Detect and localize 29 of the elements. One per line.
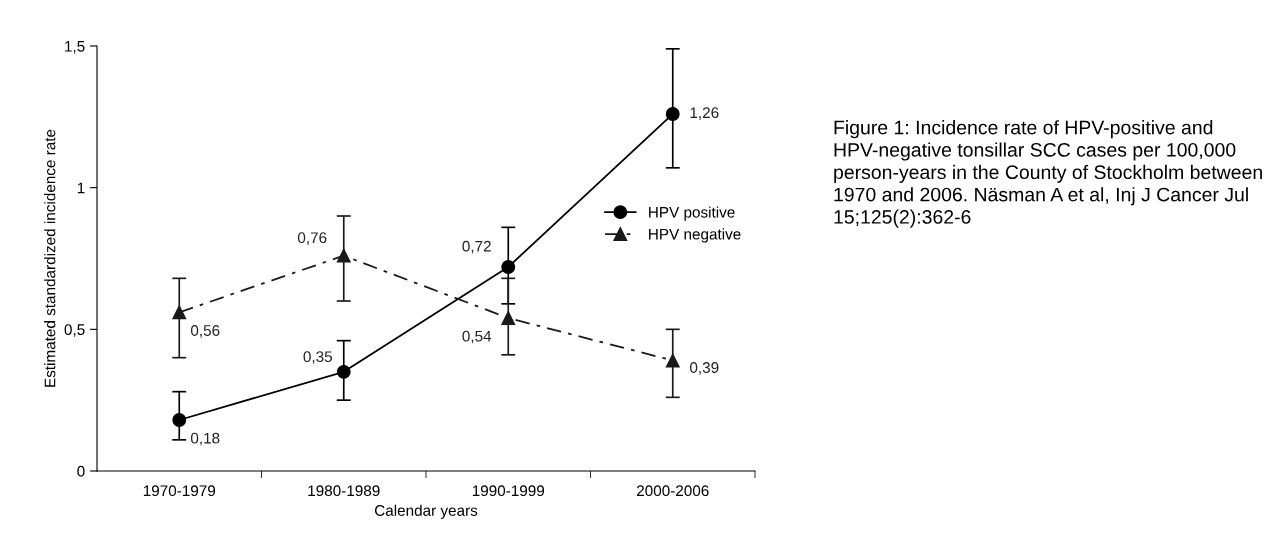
x-tick-label: 1970-1979 xyxy=(143,485,216,497)
data-label: 0,54 xyxy=(462,330,492,344)
data-label: 0,56 xyxy=(190,325,220,338)
data-label: 0,72 xyxy=(462,240,491,254)
data-label: 0,76 xyxy=(297,232,327,245)
point xyxy=(665,107,680,121)
data-label: 0,18 xyxy=(190,432,220,446)
point xyxy=(336,364,351,379)
data-label: 0,39 xyxy=(690,362,719,375)
caption: Figure 1: Incidence rate of HPV-positive and HPV-negative tonsillar SCC cases per 100,000 person-years in the County of Stockholm between 1970 and 2006. Näsman A et al, Inj J Cancer Jul 15;125(2):362-6 xyxy=(834,120,1262,228)
x-axis-title: Calendar years xyxy=(374,504,478,519)
y-tick-label: 0 xyxy=(77,465,85,477)
data-label: 1,26 xyxy=(690,107,719,120)
data-label: 0,35 xyxy=(303,351,332,364)
point xyxy=(336,248,351,263)
x-tick-label: 1990-1999 xyxy=(472,485,545,497)
point xyxy=(501,311,516,325)
y-tick-label: 1 xyxy=(77,182,85,194)
point xyxy=(501,260,516,274)
legend-label: HPV positive xyxy=(649,206,735,221)
legend-label: HPV negative xyxy=(649,228,741,243)
y-axis-title: Estimated standardized incidence rate xyxy=(44,129,56,387)
point xyxy=(665,353,680,368)
y-tick-label: 0,5 xyxy=(64,324,85,337)
y-tick-label: 1,5 xyxy=(65,41,85,54)
point xyxy=(172,413,187,427)
x-tick-label: 1980-1989 xyxy=(308,485,380,497)
point xyxy=(172,305,187,320)
x-tick-label: 2000-2006 xyxy=(636,485,709,497)
